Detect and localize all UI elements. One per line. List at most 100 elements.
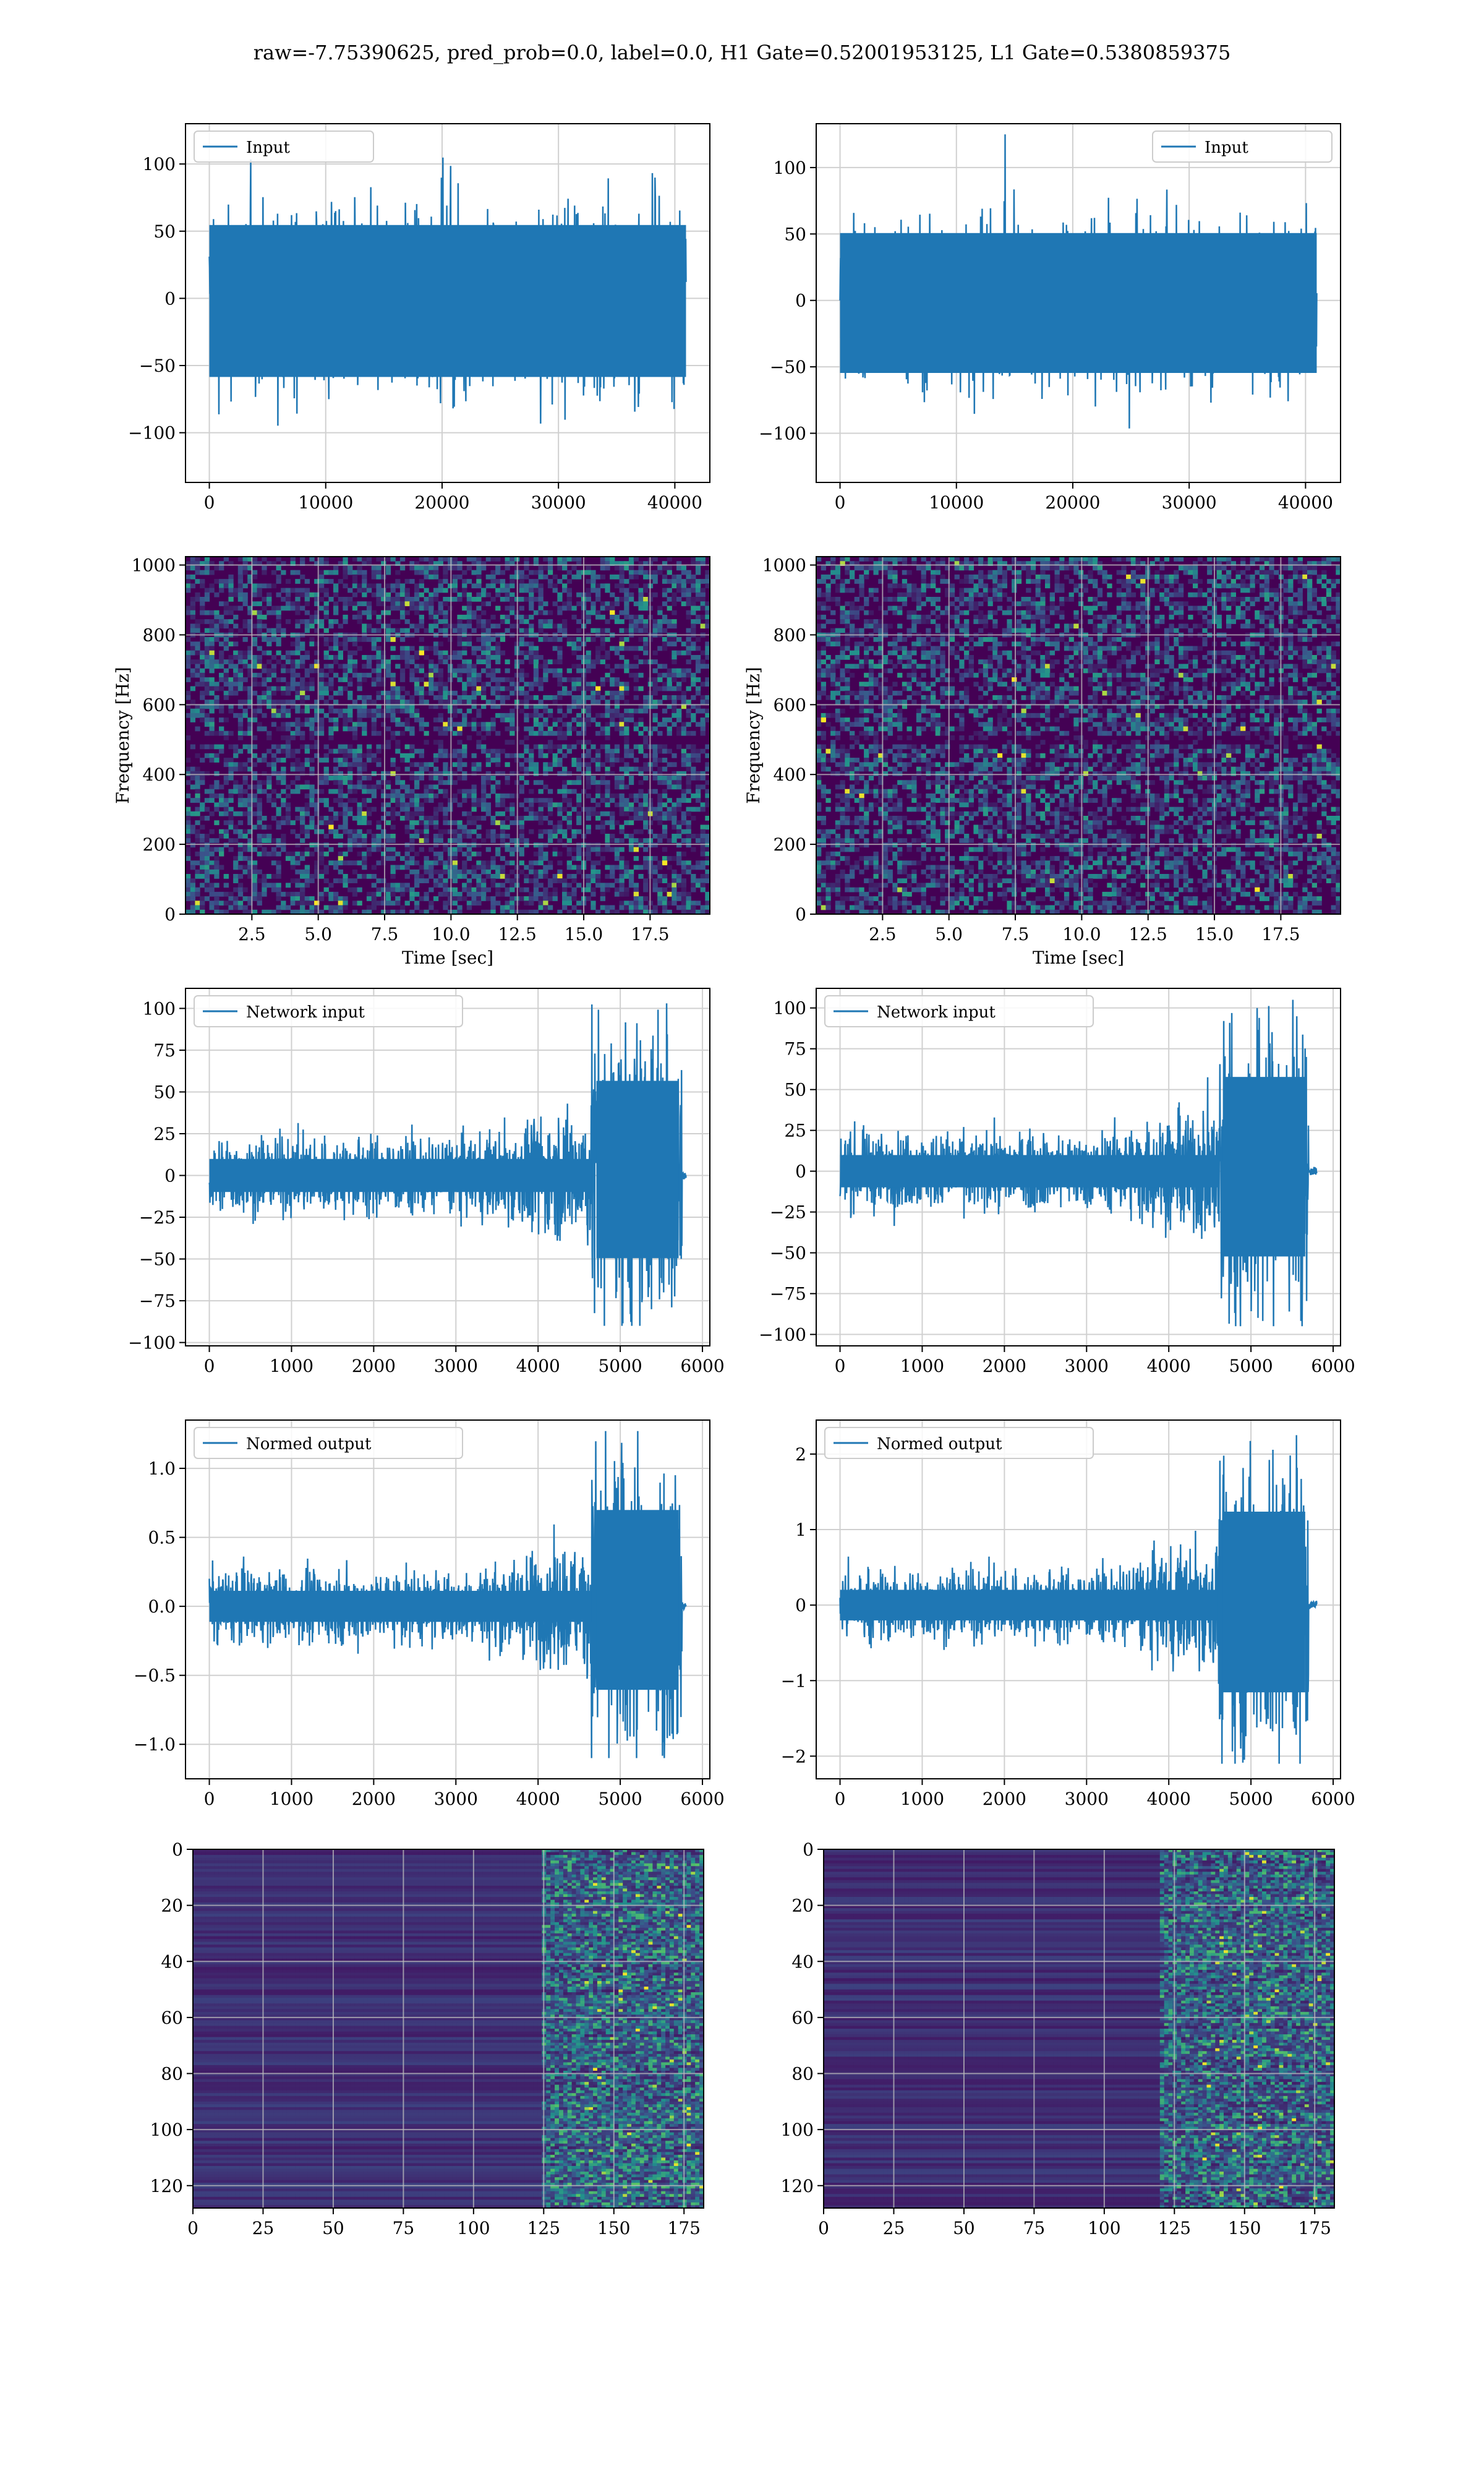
heatmap-cell xyxy=(390,887,396,892)
heatmap-cell xyxy=(348,789,353,794)
heatmap-cell xyxy=(262,758,267,763)
heatmap-cell xyxy=(586,816,591,821)
heatmap-cell xyxy=(691,874,696,879)
heatmap-cell xyxy=(1049,561,1055,566)
heatmap-cell xyxy=(228,798,234,803)
heatmap-cell xyxy=(500,798,506,803)
heatmap-cell xyxy=(376,780,382,785)
heatmap-cell xyxy=(481,619,487,624)
heatmap-cell xyxy=(566,798,572,803)
heatmap-cell xyxy=(457,891,463,897)
heatmap-cell xyxy=(519,619,524,624)
heatmap-cell xyxy=(419,664,424,669)
heatmap-cell xyxy=(676,851,682,857)
heatmap-cell xyxy=(371,726,377,732)
heatmap-cell xyxy=(533,704,539,709)
heatmap-cell xyxy=(519,776,524,781)
heatmap-cell xyxy=(404,690,410,696)
heatmap-cell xyxy=(399,592,406,597)
heatmap-cell xyxy=(557,744,563,750)
heatmap-cell xyxy=(605,802,610,808)
heatmap-cell xyxy=(595,874,601,879)
heatmap-cell xyxy=(348,838,353,843)
heatmap-cell xyxy=(552,601,558,607)
heatmap-cell xyxy=(237,592,244,597)
heatmap-cell xyxy=(600,646,605,651)
heatmap-cell xyxy=(672,623,677,629)
heatmap-cell xyxy=(466,834,472,839)
heatmap-cell xyxy=(471,570,477,575)
heatmap-cell xyxy=(462,869,467,875)
heatmap-cell xyxy=(500,748,506,754)
heatmap-cell xyxy=(300,883,305,888)
heatmap-cell xyxy=(552,758,558,763)
heatmap-cell xyxy=(566,668,572,674)
heatmap-cell xyxy=(662,561,668,566)
heatmap-cell xyxy=(1088,557,1093,562)
heatmap-cell xyxy=(295,891,301,897)
heatmap-cell xyxy=(200,606,205,611)
heatmap-cell xyxy=(376,664,382,669)
heatmap-cell xyxy=(524,758,529,763)
heatmap-cell xyxy=(242,713,248,718)
heatmap-cell xyxy=(419,816,424,821)
heatmap-cell xyxy=(433,717,439,722)
heatmap-cell xyxy=(495,623,501,629)
heatmap-cell xyxy=(233,641,239,647)
heatmap-cell xyxy=(591,865,596,870)
heatmap-cell xyxy=(662,588,668,593)
heatmap-cell xyxy=(267,834,272,839)
heatmap-cell xyxy=(323,878,329,883)
heatmap-cell xyxy=(276,780,281,785)
heatmap-cell xyxy=(505,834,510,839)
heatmap-cell xyxy=(495,677,501,682)
heatmap-cell xyxy=(438,659,443,664)
heatmap-cell xyxy=(214,905,220,910)
heatmap-cell xyxy=(385,744,391,750)
heatmap-cell xyxy=(252,588,258,593)
heatmap-cell xyxy=(624,637,629,642)
heatmap-cell xyxy=(242,583,248,589)
heatmap-cell xyxy=(983,561,989,566)
heatmap-cell xyxy=(352,606,358,611)
heatmap-cell xyxy=(643,860,649,866)
heatmap-cell xyxy=(352,583,358,589)
heatmap-cell xyxy=(409,834,415,839)
heatmap-cell xyxy=(662,905,668,910)
heatmap-cell xyxy=(242,686,248,691)
heatmap-cell xyxy=(624,565,629,571)
x-tick-label: 7.5 xyxy=(371,924,399,944)
heatmap-cell xyxy=(371,682,377,687)
heatmap-cell xyxy=(543,557,548,562)
heatmap-cell xyxy=(362,588,367,593)
heatmap-cell xyxy=(652,816,658,821)
heatmap-cell xyxy=(267,601,272,607)
heatmap-cell xyxy=(247,748,253,754)
heatmap-cell xyxy=(1269,557,1274,562)
heatmap-cell xyxy=(1068,565,1074,571)
heatmap-cell xyxy=(438,606,443,611)
heatmap-cell xyxy=(624,762,629,768)
heatmap-cell xyxy=(662,847,668,852)
heatmap-cell xyxy=(219,672,224,678)
heatmap-cell xyxy=(429,793,434,798)
heatmap-cell xyxy=(466,891,472,897)
heatmap-cell xyxy=(1174,557,1179,562)
heatmap-cell xyxy=(510,909,515,914)
heatmap-cell xyxy=(348,704,353,709)
heatmap-cell xyxy=(557,838,563,843)
heatmap-cell xyxy=(543,717,548,722)
heatmap-cell xyxy=(376,860,382,866)
heatmap-cell xyxy=(414,883,420,888)
heatmap-cell xyxy=(390,811,396,816)
heatmap-cell xyxy=(471,798,477,803)
heatmap-cell xyxy=(318,816,325,821)
heatmap-cell xyxy=(290,748,296,754)
heatmap-cell xyxy=(495,780,501,785)
heatmap-cell xyxy=(348,650,353,656)
heatmap-cell xyxy=(343,601,348,607)
heatmap-cell xyxy=(557,824,563,830)
heatmap-cell xyxy=(591,579,596,584)
heatmap-cell xyxy=(247,811,253,816)
heatmap-cell xyxy=(219,588,224,593)
